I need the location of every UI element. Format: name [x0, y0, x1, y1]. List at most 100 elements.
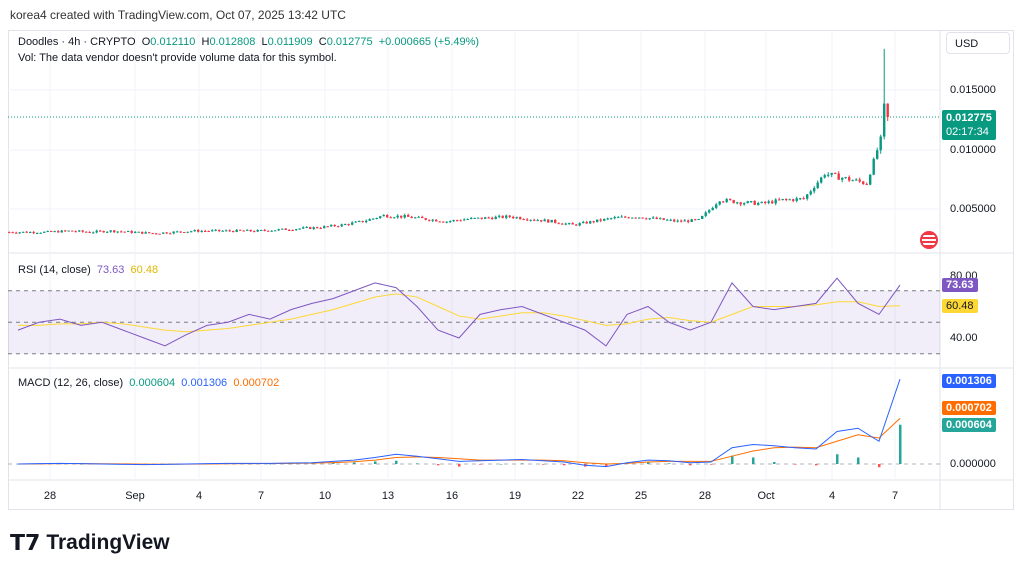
volume-note: Vol: The data vendor doesn't provide vol…: [18, 52, 337, 64]
macd-histogram-bar: [815, 464, 818, 466]
time-tick: Sep: [125, 490, 145, 502]
price-tick: 0.005000: [950, 203, 996, 215]
candle-body: [725, 199, 728, 202]
time-tick: 13: [381, 490, 395, 502]
candle-body: [46, 231, 49, 233]
candle-body: [88, 232, 91, 234]
candle-body: [813, 187, 816, 192]
candle-body: [361, 220, 364, 223]
candle-body: [375, 217, 378, 219]
candle-body: [624, 216, 627, 218]
candle-body: [680, 220, 683, 222]
candle-body: [32, 231, 35, 234]
macd-histogram-bar: [773, 462, 776, 464]
candle-body: [260, 229, 263, 231]
candle-body: [477, 217, 480, 219]
candle-body: [438, 221, 441, 223]
rsi-ma-tag: 60.48: [942, 299, 978, 313]
candle-body: [333, 225, 336, 227]
candle-body: [169, 233, 172, 235]
candle-body: [410, 216, 413, 219]
time-tick: 7: [891, 490, 899, 502]
candle-body: [106, 231, 109, 233]
candle-body: [74, 231, 77, 233]
candle-body: [340, 224, 343, 227]
candle-body: [386, 214, 389, 218]
candle-body: [596, 219, 599, 223]
candle-body: [774, 199, 777, 204]
time-tick: 25: [634, 490, 648, 502]
candle-body: [568, 223, 571, 225]
macd-histogram-bar: [605, 464, 608, 467]
candle-body: [536, 220, 539, 222]
macd-line: [17, 378, 901, 468]
candle-body: [452, 220, 455, 222]
candle-body: [186, 231, 189, 233]
candle-body: [274, 230, 277, 232]
candle-body: [407, 215, 410, 217]
candle-body: [323, 226, 326, 229]
candle-body: [494, 216, 497, 220]
candle-body: [165, 232, 168, 234]
candle-body: [246, 229, 249, 231]
us-flag-icon[interactable]: [920, 231, 938, 249]
macd-histogram-bar: [521, 463, 524, 464]
candle-body: [109, 230, 112, 232]
candle-body: [99, 230, 102, 232]
candle-body: [613, 217, 616, 219]
time-tick: 7: [257, 490, 265, 502]
candle-body: [183, 232, 186, 234]
candle-body: [158, 233, 161, 235]
macd-histogram-bar: [899, 424, 902, 464]
candle-body: [627, 217, 630, 219]
macd-hist-tag: 0.000604: [942, 418, 996, 432]
candle-body: [22, 231, 25, 233]
candle-body: [816, 182, 819, 188]
candle-body: [204, 230, 207, 232]
candle-body: [512, 216, 515, 219]
rsi-tick: 40.00: [950, 332, 978, 344]
macd-histogram-bar: [479, 464, 482, 465]
candle-body: [697, 219, 700, 221]
candle-body: [29, 231, 32, 233]
last-price: 0.012775: [946, 112, 992, 124]
candle-body: [820, 177, 823, 183]
macd-histogram-bar: [374, 461, 377, 464]
candle-body: [368, 219, 371, 221]
open-label: O: [141, 36, 151, 48]
candle-body: [228, 230, 231, 232]
candle-body: [92, 232, 95, 234]
candle-body: [36, 232, 39, 234]
currency-button[interactable]: USD: [946, 32, 1010, 54]
candle-body: [442, 221, 445, 223]
candle-body: [676, 220, 679, 222]
candle-body: [785, 198, 788, 200]
candle-body: [505, 215, 508, 218]
candle-body: [701, 215, 704, 220]
candle-body: [466, 219, 469, 221]
time-tick: 28: [43, 490, 57, 502]
time-tick: 4: [828, 490, 836, 502]
symbol-legend: Doodles · 4h · CRYPTO O0.012110 H0.01280…: [18, 36, 479, 48]
candle-body: [834, 172, 837, 174]
macd-signal-line: [17, 418, 901, 465]
candle-body: [526, 219, 529, 221]
candle-body: [449, 221, 452, 223]
candle-body: [302, 227, 305, 229]
symbol-name: Doodles · 4h · CRYPTO: [18, 36, 136, 48]
high-label: H: [201, 36, 210, 48]
candle-body: [137, 231, 140, 233]
chart-frame[interactable]: [8, 30, 1014, 510]
candle-body: [764, 201, 767, 203]
macd-histogram-bar: [290, 463, 293, 465]
tradingview-logo: 𝗧𝟳 TradingView: [10, 530, 170, 556]
candle-body: [823, 175, 826, 178]
candle-body: [652, 217, 655, 219]
rsi-ma-value: 60.48: [130, 264, 159, 276]
candle-body: [865, 183, 868, 185]
candle-body: [211, 230, 214, 232]
candle-body: [515, 217, 518, 219]
candle-body: [295, 229, 298, 231]
candle-body: [39, 232, 42, 234]
